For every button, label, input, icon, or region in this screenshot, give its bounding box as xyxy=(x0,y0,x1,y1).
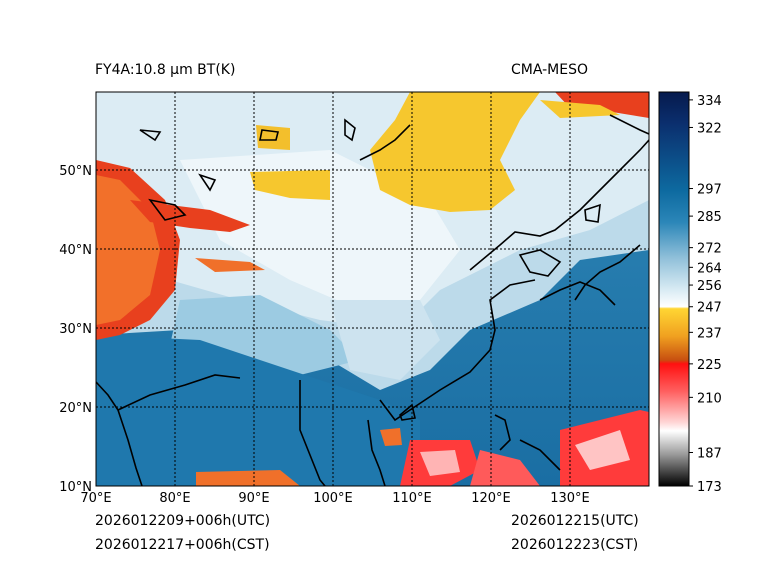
colorbar-tick-label: 237 xyxy=(697,326,722,341)
colorbar-tick-label: 247 xyxy=(697,301,722,316)
colorbar-tick-label: 297 xyxy=(697,183,722,198)
colorbar-tick-label: 285 xyxy=(697,210,722,225)
lon-label-90: 90°E xyxy=(238,491,269,506)
colorbar-tick-label: 187 xyxy=(697,447,722,462)
lon-label-80: 80°E xyxy=(159,491,190,506)
product-title: FY4A:10.8 µm BT(K) xyxy=(95,62,236,78)
colorbar-tick-label: 210 xyxy=(697,391,722,406)
lat-label-40: 40°N xyxy=(59,243,92,258)
colorbar-tick-label: 334 xyxy=(697,94,722,109)
lon-label-100: 100°E xyxy=(313,491,353,506)
colorbar-tick-label: 256 xyxy=(697,279,722,294)
longitude-labels: 70°E 80°E 90°E 100°E 110°E 120°E 130°E xyxy=(80,491,589,506)
latitude-labels: 10°N 20°N 30°N 40°N 50°N xyxy=(59,164,92,495)
lon-label-110: 110°E xyxy=(392,491,432,506)
valid-time-utc: 2026012215(UTC) xyxy=(511,513,639,529)
gridlines xyxy=(96,92,649,486)
lat-label-10: 10°N xyxy=(59,480,92,495)
lon-label-130: 130°E xyxy=(550,491,590,506)
lon-label-70: 70°E xyxy=(80,491,111,506)
colorbar-tick-label: 225 xyxy=(697,358,722,373)
colorbar-ticks: 334 322 297 285 272 264 256 247 237 225 210 187 173 xyxy=(689,94,722,495)
lat-label-20: 20°N xyxy=(59,401,92,416)
lat-label-50: 50°N xyxy=(59,164,92,179)
init-time-cst: 2026012217+006h(CST) xyxy=(95,537,270,553)
init-time-utc: 2026012209+006h(UTC) xyxy=(95,513,271,529)
model-name: CMA-MESO xyxy=(511,62,589,78)
colorbar-tick-label: 264 xyxy=(697,261,722,276)
colorbar-tick-label: 322 xyxy=(697,121,722,136)
map-frame xyxy=(95,91,650,487)
lat-label-30: 30°N xyxy=(59,322,92,337)
colorbar-tick-label: 272 xyxy=(697,242,722,257)
colorbar-tick-label: 173 xyxy=(697,480,722,495)
colorbar xyxy=(658,91,690,487)
coastlines xyxy=(96,114,649,486)
valid-time-cst: 2026012223(CST) xyxy=(511,537,639,553)
brightness-temperature-field xyxy=(96,92,649,486)
lon-label-120: 120°E xyxy=(471,491,511,506)
